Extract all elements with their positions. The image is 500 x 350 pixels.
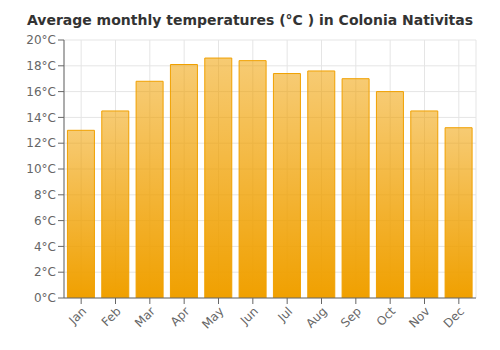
svg-text:Apr: Apr [168,304,193,329]
svg-text:20°C: 20°C [26,33,56,47]
html-text:Average monthly temperatures (: Average monthly temperatures (°C ) in Co… [26,12,474,28]
svg-text:2°C: 2°C [34,265,56,279]
svg-text:6°C: 6°C [34,214,56,228]
svg-text:Sep: Sep [338,304,364,330]
svg-text:Jun: Jun [237,304,261,328]
svg-text:May: May [199,304,226,331]
svg-text:Dec: Dec [441,304,467,330]
svg-text:Jul: Jul [274,304,295,325]
svg-text:8°C: 8°C [34,188,56,202]
svg-text:Jan: Jan [66,304,90,328]
svg-text:4°C: 4°C [34,240,56,254]
svg-text:Mar: Mar [132,304,158,330]
svg-text:Nov: Nov [406,304,432,330]
svg-text:Oct: Oct [374,304,399,329]
svg-text:10°C: 10°C [26,162,56,176]
svg-text:0°C: 0°C [34,291,56,305]
svg-text:14°C: 14°C [26,111,56,125]
svg-text:Feb: Feb [99,304,124,329]
svg-text:Aug: Aug [303,304,329,330]
svg-text:18°C: 18°C [26,59,56,73]
svg-text:12°C: 12°C [26,136,56,150]
svg-text:16°C: 16°C [26,85,56,99]
